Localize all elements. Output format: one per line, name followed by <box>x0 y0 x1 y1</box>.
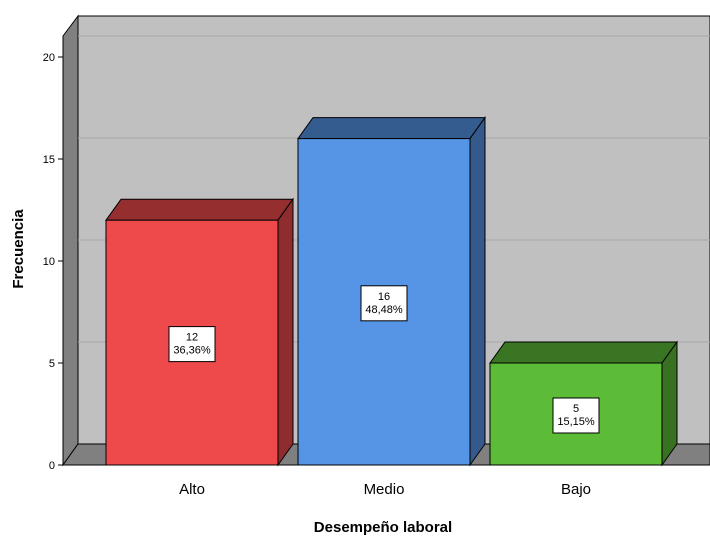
data-label-count: 5 <box>573 403 579 415</box>
y-tick-label: 10 <box>43 256 55 268</box>
data-label-box <box>552 397 600 434</box>
data-label-percent: 36,36% <box>173 345 211 357</box>
bar-bajo: 515,15% <box>489 340 678 467</box>
y-axis-title: Frecuencia <box>10 209 27 289</box>
x-axis-title: Desempeño laboral <box>314 519 452 536</box>
data-label-box <box>168 326 216 363</box>
data-label-count: 16 <box>378 291 390 303</box>
y-tick-label: 20 <box>43 52 55 64</box>
y-tick-label: 0 <box>49 460 55 472</box>
data-label-percent: 15,15% <box>557 416 595 428</box>
bar-side-face <box>469 116 486 467</box>
x-tick-label: Bajo <box>561 481 591 498</box>
bar-top-face <box>105 198 294 221</box>
bar-top-face <box>297 117 486 140</box>
y-tick-label: 5 <box>49 358 55 370</box>
data-label-box <box>360 285 408 322</box>
bar-top-face <box>489 341 678 364</box>
x-tick-label: Alto <box>179 481 205 498</box>
plot-left-wall <box>62 14 79 467</box>
y-tick-label: 15 <box>43 154 55 166</box>
x-axis: Alto Medio Bajo <box>179 481 591 498</box>
bar-side-face <box>277 197 294 467</box>
y-axis: 0 5 10 15 20 <box>43 52 63 472</box>
data-label-percent: 48,48% <box>365 304 403 316</box>
bar-side-face <box>661 340 678 467</box>
x-tick-label: Medio <box>364 481 405 498</box>
data-label-count: 12 <box>186 332 198 344</box>
